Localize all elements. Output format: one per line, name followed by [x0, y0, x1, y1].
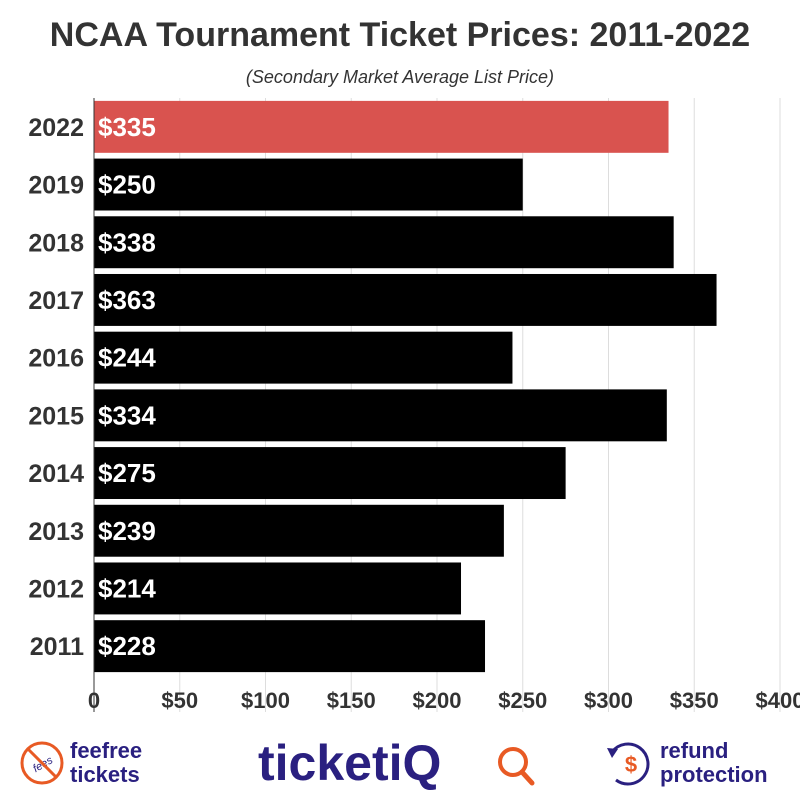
x-tick-label: $200: [413, 688, 462, 713]
bar-2014: [94, 447, 566, 500]
feefree-logo[interactable]: fees feefree tickets: [20, 738, 142, 787]
bar-2013: [94, 504, 504, 557]
y-tick-label-2016: 2016: [28, 345, 84, 373]
bar-2017: [94, 273, 717, 326]
y-tick-label-2017: 2017: [28, 287, 84, 315]
bar-2016: [94, 331, 513, 384]
bar-2019: [94, 158, 523, 211]
y-tick-label-2012: 2012: [28, 575, 84, 603]
x-tick-label: $350: [670, 688, 719, 713]
data-label-2015: $334: [98, 400, 156, 430]
bar-2022: [94, 100, 669, 153]
data-label-2017: $363: [98, 285, 156, 315]
data-label-2016: $244: [98, 343, 156, 373]
y-tick-label-2022: 2022: [28, 114, 84, 142]
feefree-text: feefree: [70, 738, 142, 763]
x-tick-label: $300: [584, 688, 633, 713]
bar-2012: [94, 562, 462, 615]
y-axis-labels: 2022 2019 2018 2017 2016 2015 2014 2013 2012 2011: [28, 114, 84, 661]
x-tick-label: $250: [498, 688, 547, 713]
bar-2015: [94, 389, 667, 442]
data-label-2022: $335: [98, 112, 156, 142]
bar-2018: [94, 216, 674, 269]
x-tick-label: $50: [161, 688, 198, 713]
bar-2011: [94, 620, 486, 673]
y-tick-label-2014: 2014: [28, 460, 84, 488]
data-label-2018: $338: [98, 227, 156, 257]
y-tick-label-2019: 2019: [28, 172, 84, 200]
x-tick-label: $100: [241, 688, 290, 713]
data-label-2013: $239: [98, 516, 156, 546]
y-tick-label-2013: 2013: [28, 518, 84, 546]
ticketiq-logo[interactable]: ticketiQ: [258, 735, 535, 791]
svg-text:$: $: [625, 752, 637, 777]
y-tick-label-2011: 2011: [30, 633, 84, 661]
data-label-2019: $250: [98, 170, 156, 200]
x-axis-labels: 0 $50 $100 $150 $200 $250 $300 $350 $400: [88, 688, 800, 713]
chart-title: NCAA Tournament Ticket Prices: 2011-2022: [50, 16, 750, 54]
data-label-2011: $228: [98, 631, 156, 661]
tickets-text: tickets: [70, 762, 140, 787]
y-tick-label-2015: 2015: [28, 402, 84, 430]
refund-text: refund: [660, 738, 728, 763]
bars: $335 $250 $338 $363 $244 $334 $275 $239 $214 $228: [94, 100, 717, 673]
y-tick-label-2018: 2018: [28, 229, 84, 257]
dollar-refresh-icon: $: [607, 742, 650, 786]
magnifier-icon: [498, 747, 535, 786]
data-label-2014: $275: [98, 458, 156, 488]
chart-subtitle: (Secondary Market Average List Price): [246, 67, 554, 87]
x-tick-label: $150: [327, 688, 376, 713]
ticketiq-wordmark: ticketiQ: [258, 735, 441, 791]
data-label-2012: $214: [98, 573, 156, 603]
protection-text: protection: [660, 762, 768, 787]
refund-protection-logo[interactable]: $ refund protection: [607, 738, 768, 787]
x-tick-label: $400: [756, 688, 800, 713]
fees-crossed-icon: fees: [20, 741, 64, 785]
